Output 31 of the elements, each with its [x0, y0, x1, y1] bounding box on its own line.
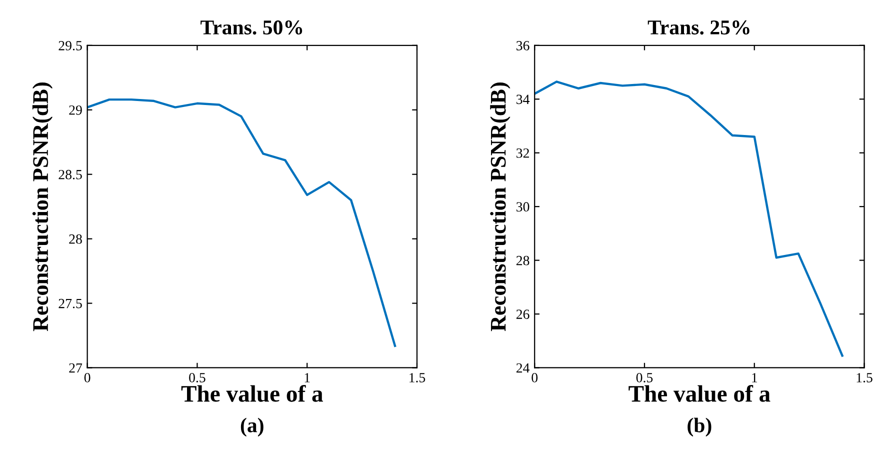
y-tick-label: 26: [516, 310, 530, 319]
y-tick-label: 34: [516, 94, 530, 104]
x-axis-title: The value of a: [181, 384, 323, 402]
x-tick-label: 0: [84, 373, 90, 382]
y-axis-title: Reconstruction PSNR(dB): [32, 82, 53, 332]
x-tick-label: 1.5: [410, 373, 426, 382]
text: (b): [688, 418, 712, 437]
y-tick-label: 28: [516, 256, 530, 266]
line-series: [534, 80, 844, 357]
line-series: [87, 98, 396, 347]
x-tick-label: 0.5: [636, 373, 653, 382]
y-tick-label: 28: [69, 234, 82, 244]
y-tick-label: 29.5: [58, 41, 82, 50]
y-tick-label: 27.5: [58, 298, 82, 308]
y-tick-label: 30: [516, 202, 530, 212]
chart-title: Trans. 50%: [200, 20, 302, 35]
text: (a): [240, 418, 264, 437]
x-tick-label: 0.5: [189, 373, 206, 382]
y-tick-label: 28.5: [58, 170, 82, 180]
x-tick-label: 1.5: [856, 373, 872, 382]
y-axis-title: Reconstruction PSNR(dB): [490, 82, 510, 332]
y-tick-label: 32: [516, 148, 529, 158]
x-tick-label: 1: [304, 373, 310, 382]
y-tick-label: 24: [516, 363, 530, 373]
x-axis-title: The value of a: [628, 384, 770, 402]
x-tick-label: 0: [532, 373, 538, 382]
y-tick-label: 27: [69, 363, 82, 373]
y-tick-label: 36: [516, 41, 530, 50]
chart-title: Trans. 25%: [648, 20, 750, 35]
x-tick-label: 1: [752, 373, 758, 382]
y-tick-label: 29: [69, 105, 82, 115]
